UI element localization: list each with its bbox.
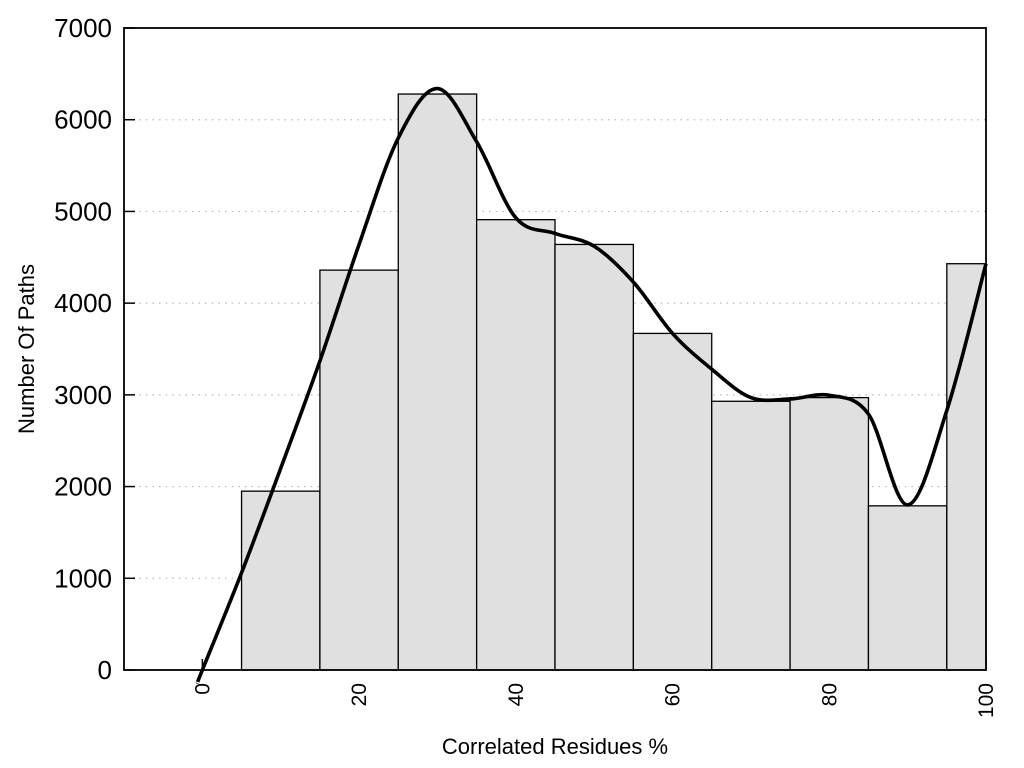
y-tick-label: 6000 — [54, 105, 112, 135]
y-axis-title: Number Of Paths — [14, 264, 39, 434]
x-tick-label: 20 — [348, 683, 371, 706]
x-axis-title: Correlated Residues % — [442, 734, 668, 759]
histogram-bar — [867, 505, 948, 671]
histogram-bar — [789, 396, 870, 671]
histogram-bar — [946, 263, 987, 671]
y-tick-label: 5000 — [54, 196, 112, 226]
histogram-bar — [240, 490, 321, 671]
y-tick-label: 7000 — [54, 13, 112, 43]
histogram-bar — [397, 93, 478, 671]
y-tick-label: 3000 — [54, 380, 112, 410]
x-tick-label: 0 — [191, 683, 214, 695]
plot-border — [123, 27, 987, 671]
smoothed-frequency-curve — [195, 86, 988, 684]
histogram-bar — [632, 332, 713, 671]
x-tick-label: 60 — [662, 683, 685, 706]
x-tick-label: 80 — [818, 683, 841, 706]
histogram-bar — [319, 269, 399, 671]
y-tick-label: 2000 — [54, 472, 112, 502]
x-tick-label: 40 — [505, 683, 528, 706]
histogram-bar — [554, 243, 635, 671]
y-tick-label: 0 — [98, 655, 112, 685]
bars-layer — [240, 93, 987, 671]
histogram-bar — [475, 219, 556, 671]
x-tick-label: 100 — [975, 683, 998, 718]
histogram-bar — [711, 400, 791, 671]
tick-labels-layer: 0 1000 2000 3000 4000 5000 6000 7000 0 20 40 60 80 10… — [54, 13, 998, 718]
curve-layer — [195, 86, 988, 684]
y-tick-label: 1000 — [54, 563, 112, 593]
y-tick-label: 4000 — [54, 288, 112, 318]
